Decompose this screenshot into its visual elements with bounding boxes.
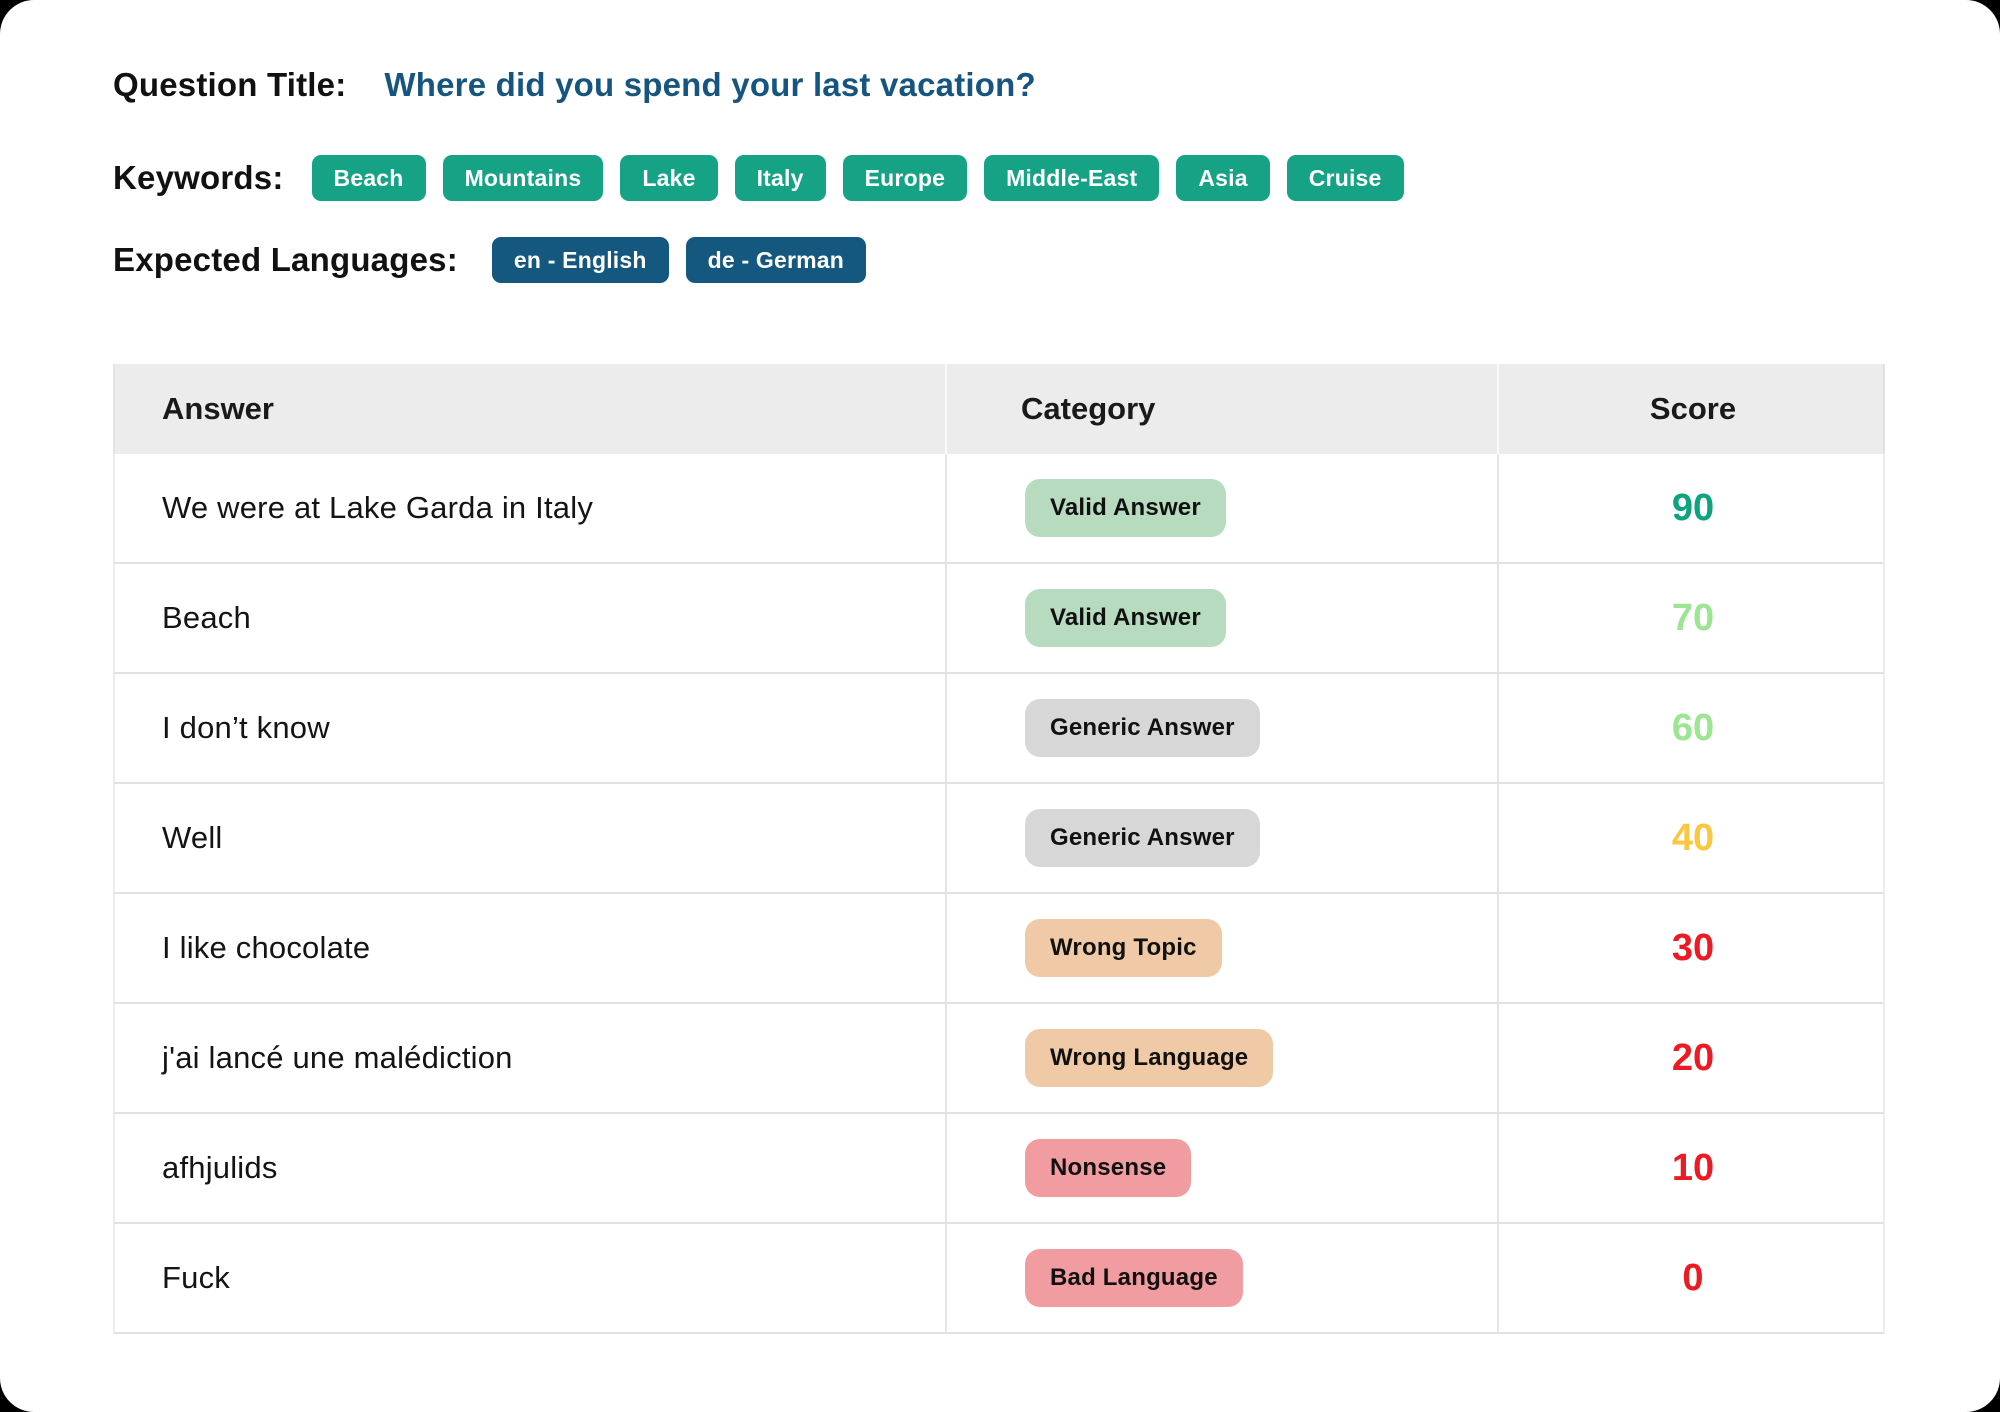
score-cell: 30: [1497, 894, 1887, 1002]
keyword-chip: Asia: [1176, 155, 1270, 201]
category-badge: Generic Answer: [1025, 809, 1260, 867]
keyword-chip: Italy: [734, 155, 826, 201]
answer-cell: Fuck: [162, 1260, 230, 1295]
language-chip-list: en - English de - German: [491, 237, 867, 283]
keyword-chip-list: Beach Mountains Lake Italy Europe Middle…: [311, 155, 1404, 201]
answer-cell: j'ai lancé une malédiction: [162, 1040, 513, 1075]
category-badge: Valid Answer: [1025, 479, 1226, 537]
languages-label: Expected Languages:: [113, 241, 458, 278]
question-title-value: Where did you spend your last vacation?: [384, 66, 1036, 103]
category-badge: Valid Answer: [1025, 589, 1226, 647]
answers-table: Answer Category Score We were at Lake Ga…: [113, 364, 1885, 1334]
category-cell: Generic Answer: [945, 674, 1497, 782]
column-header-score: Score: [1497, 364, 1887, 454]
answer-cell: I like chocolate: [162, 930, 371, 965]
table-row: We were at Lake Garda in Italy Valid Ans…: [113, 454, 1885, 564]
score-cell: 90: [1497, 454, 1887, 562]
answer-cell: Well: [162, 820, 223, 855]
column-header-category: Category: [945, 364, 1497, 454]
keyword-chip: Mountains: [442, 155, 604, 201]
category-cell: Valid Answer: [945, 454, 1497, 562]
category-cell: Wrong Language: [945, 1004, 1497, 1112]
table-header-row: Answer Category Score: [113, 364, 1885, 454]
keywords-label: Keywords:: [113, 159, 284, 196]
score-cell: 70: [1497, 564, 1887, 672]
category-badge: Wrong Topic: [1025, 919, 1222, 977]
category-cell: Nonsense: [945, 1114, 1497, 1222]
table-row: Beach Valid Answer 70: [113, 564, 1885, 674]
category-badge: Generic Answer: [1025, 699, 1260, 757]
table-row: I like chocolate Wrong Topic 30: [113, 894, 1885, 1004]
language-chip: en - English: [491, 237, 669, 283]
keyword-chip: Middle-East: [984, 155, 1160, 201]
category-cell: Wrong Topic: [945, 894, 1497, 1002]
answer-cell: Beach: [162, 600, 251, 635]
score-cell: 20: [1497, 1004, 1887, 1112]
score-cell: 10: [1497, 1114, 1887, 1222]
answer-cell: We were at Lake Garda in Italy: [162, 490, 594, 525]
keyword-chip: Beach: [311, 155, 426, 201]
question-title-row: Question Title: Where did you spend your…: [113, 66, 1888, 104]
table-row: Fuck Bad Language 0: [113, 1224, 1885, 1334]
score-cell: 60: [1497, 674, 1887, 782]
table-row: afhjulids Nonsense 10: [113, 1114, 1885, 1224]
score-cell: 0: [1497, 1224, 1887, 1332]
category-badge: Bad Language: [1025, 1249, 1243, 1307]
table-row: j'ai lancé une malédiction Wrong Languag…: [113, 1004, 1885, 1114]
table-row: Well Generic Answer 40: [113, 784, 1885, 894]
keywords-row: Keywords: Beach Mountains Lake Italy Eur…: [113, 155, 1888, 201]
answer-cell: afhjulids: [162, 1150, 278, 1185]
question-title-label: Question Title:: [113, 66, 347, 103]
keyword-chip: Lake: [620, 155, 718, 201]
category-cell: Valid Answer: [945, 564, 1497, 672]
category-badge: Nonsense: [1025, 1139, 1192, 1197]
column-header-answer: Answer: [162, 391, 274, 426]
table-row: I don’t know Generic Answer 60: [113, 674, 1885, 784]
language-chip: de - German: [685, 237, 867, 283]
score-cell: 40: [1497, 784, 1887, 892]
category-badge: Wrong Language: [1025, 1029, 1274, 1087]
languages-row: Expected Languages: en - English de - Ge…: [113, 237, 1888, 283]
keyword-chip: Europe: [842, 155, 968, 201]
answer-cell: I don’t know: [162, 710, 330, 745]
category-cell: Generic Answer: [945, 784, 1497, 892]
category-cell: Bad Language: [945, 1224, 1497, 1332]
keyword-chip: Cruise: [1286, 155, 1404, 201]
